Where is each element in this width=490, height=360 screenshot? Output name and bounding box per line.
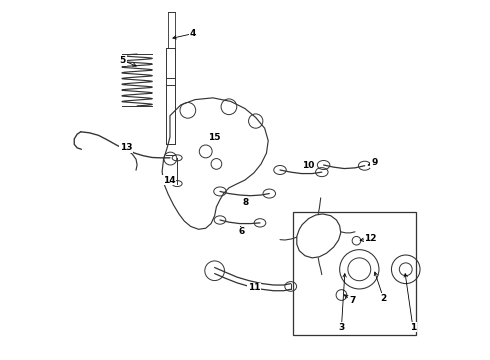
Text: 3: 3 <box>338 323 344 332</box>
Text: 6: 6 <box>238 227 245 236</box>
Text: 13: 13 <box>120 143 133 152</box>
Text: 5: 5 <box>120 56 126 65</box>
Text: 12: 12 <box>365 234 377 243</box>
Text: 1: 1 <box>410 323 416 332</box>
Bar <box>293 212 416 336</box>
Text: 15: 15 <box>208 132 221 141</box>
Text: 2: 2 <box>380 294 387 303</box>
Text: 7: 7 <box>349 296 355 305</box>
Text: 8: 8 <box>243 198 249 207</box>
Text: 4: 4 <box>190 29 196 38</box>
Text: 11: 11 <box>247 283 260 292</box>
Text: 10: 10 <box>302 161 315 170</box>
Text: 9: 9 <box>371 158 377 167</box>
Text: 14: 14 <box>163 176 175 185</box>
